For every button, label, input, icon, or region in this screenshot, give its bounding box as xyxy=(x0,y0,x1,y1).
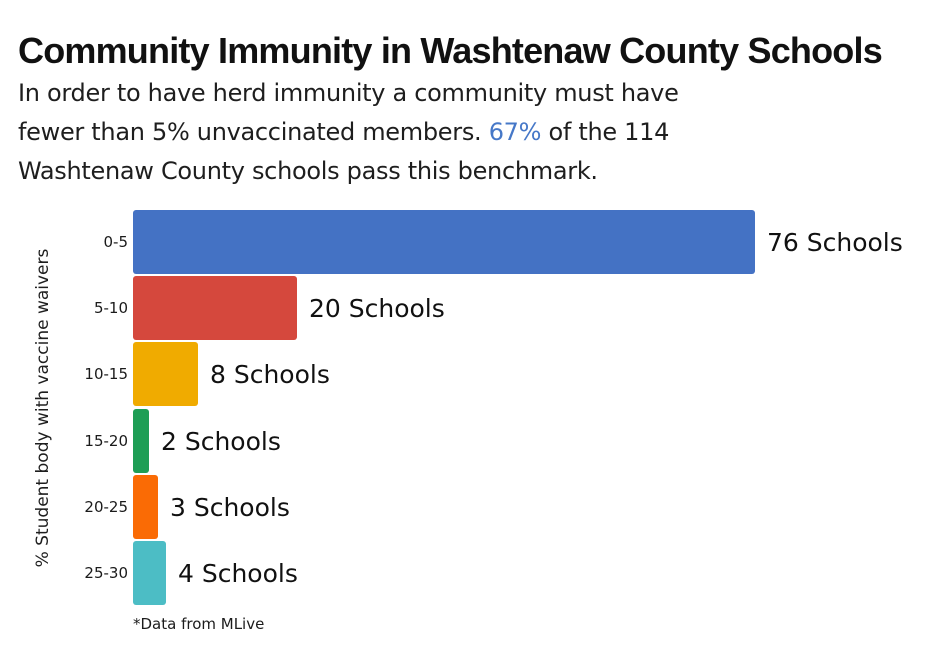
bar xyxy=(133,409,149,473)
data-source-footnote: *Data from MLive xyxy=(133,615,265,633)
bar-row: 10-15 8 Schools xyxy=(0,342,932,406)
category-tick-label: 20-25 xyxy=(84,498,128,516)
bar-row: 15-20 2 Schools xyxy=(0,409,932,473)
subtitle-line-2-pre: fewer than 5% unvaccinated members. xyxy=(18,118,489,146)
subtitle-line-3: Washtenaw County schools pass this bench… xyxy=(18,157,598,185)
bar-value-label: 8 Schools xyxy=(210,359,330,389)
bar xyxy=(133,276,297,340)
chart-title: Community Immunity in Washtenaw County S… xyxy=(18,30,883,71)
category-tick-label: 25-30 xyxy=(84,564,128,582)
subtitle-highlight-percent: 67% xyxy=(488,118,542,146)
subtitle-line-2-post: of the 114 xyxy=(541,118,670,146)
bar xyxy=(133,541,166,605)
bar-row: 5-10 20 Schools xyxy=(0,276,932,340)
category-tick-label: 5-10 xyxy=(93,299,128,317)
bar-row: 0-5 76 Schools xyxy=(0,210,932,274)
bar-value-label: 3 Schools xyxy=(170,492,290,522)
bar xyxy=(133,342,198,406)
category-tick-label: 10-15 xyxy=(84,365,128,383)
bar-value-label: 76 Schools xyxy=(767,227,903,257)
bar-row: 25-30 4 Schools xyxy=(0,541,932,605)
bar-value-label: 4 Schools xyxy=(178,558,298,588)
chart-subtitle: In order to have herd immunity a communi… xyxy=(18,74,679,191)
category-tick-label: 15-20 xyxy=(84,432,128,450)
subtitle-line-1: In order to have herd immunity a communi… xyxy=(18,79,679,107)
category-tick-label: 0-5 xyxy=(103,233,129,251)
bar-row: 20-25 3 Schools xyxy=(0,475,932,539)
bar xyxy=(133,475,158,539)
bar-value-label: 2 Schools xyxy=(161,426,281,456)
bar-value-label: 20 Schools xyxy=(309,293,445,323)
bar xyxy=(133,210,755,274)
bar-chart: 0-5 76 Schools 5-10 20 Schools 10-15 8 S… xyxy=(0,210,932,606)
